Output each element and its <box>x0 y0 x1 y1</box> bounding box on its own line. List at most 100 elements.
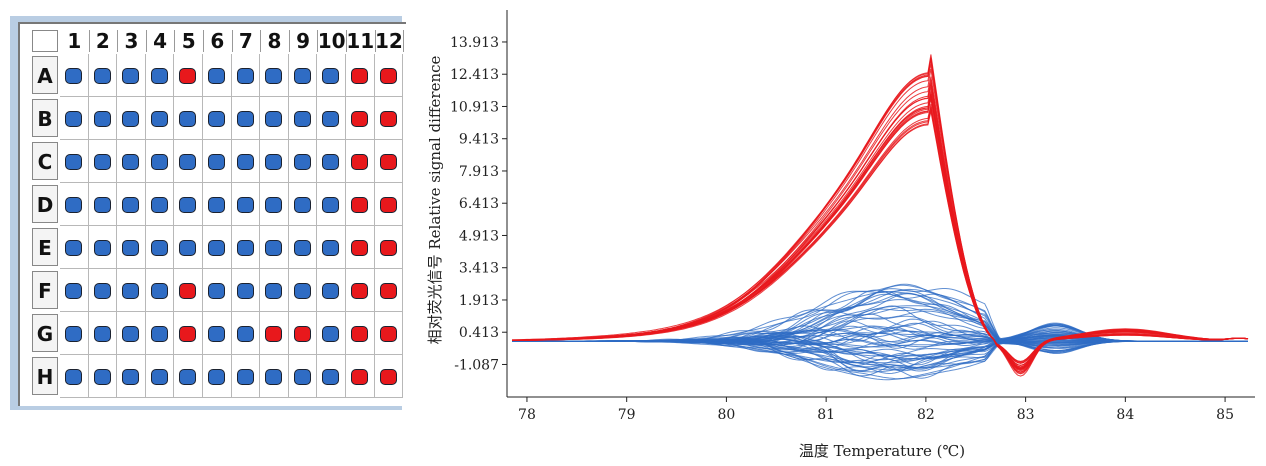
plate-well[interactable] <box>88 312 118 355</box>
plate-well[interactable] <box>145 269 175 312</box>
plate-well[interactable] <box>260 183 289 226</box>
plate-well[interactable] <box>88 183 118 226</box>
plate-well[interactable] <box>374 269 404 312</box>
plate-well[interactable] <box>145 355 175 398</box>
plate-well[interactable] <box>231 54 261 97</box>
plate-well[interactable] <box>260 269 289 312</box>
plate-well[interactable] <box>60 54 89 97</box>
plate-well[interactable] <box>88 97 118 140</box>
plate-well[interactable] <box>317 355 346 398</box>
plate-well[interactable] <box>346 269 375 312</box>
plate-well[interactable] <box>260 140 289 183</box>
plate-well[interactable] <box>117 140 146 183</box>
plate-well[interactable] <box>288 269 318 312</box>
melt-curve-line <box>512 291 1248 342</box>
plate-well[interactable] <box>145 312 175 355</box>
plate-well[interactable] <box>231 183 261 226</box>
plate-well[interactable] <box>374 97 404 140</box>
plate-well[interactable] <box>317 54 346 97</box>
plate-well[interactable] <box>203 140 232 183</box>
plate-well[interactable] <box>260 97 289 140</box>
plate-well[interactable] <box>145 97 175 140</box>
plate-well[interactable] <box>117 355 146 398</box>
plate-well[interactable] <box>346 140 375 183</box>
plate-well[interactable] <box>374 140 404 183</box>
plate-well[interactable] <box>317 269 346 312</box>
plate-well[interactable] <box>117 269 146 312</box>
plate-well[interactable] <box>203 355 232 398</box>
plate-well[interactable] <box>174 183 203 226</box>
plate-well[interactable] <box>203 54 232 97</box>
plate-well[interactable] <box>203 97 232 140</box>
plate-well[interactable] <box>174 355 203 398</box>
plate-well[interactable] <box>288 140 318 183</box>
plate-well[interactable] <box>317 183 346 226</box>
plate-well[interactable] <box>60 97 89 140</box>
plate-well[interactable] <box>346 226 375 269</box>
plate-well[interactable] <box>203 312 232 355</box>
plate-well[interactable] <box>60 183 89 226</box>
plate-well[interactable] <box>317 97 346 140</box>
plate-well[interactable] <box>145 183 175 226</box>
plate-well[interactable] <box>231 140 261 183</box>
well-status-dot <box>236 282 254 299</box>
plate-well[interactable] <box>231 97 261 140</box>
plate-well[interactable] <box>346 97 375 140</box>
plate-well[interactable] <box>60 140 89 183</box>
plate-well[interactable] <box>317 226 346 269</box>
plate-well[interactable] <box>174 54 203 97</box>
plate-well[interactable] <box>288 183 318 226</box>
well-plate-grid: 1 2 3 4 5 6 7 8 9 10 11 12 A B C D E F G H <box>18 22 406 406</box>
plate-well[interactable] <box>174 140 203 183</box>
plate-well[interactable] <box>231 355 261 398</box>
plate-well[interactable] <box>174 312 203 355</box>
plate-well[interactable] <box>60 226 89 269</box>
plate-well[interactable] <box>346 312 375 355</box>
plate-well[interactable] <box>88 269 118 312</box>
plate-well[interactable] <box>374 355 404 398</box>
plate-well[interactable] <box>374 183 404 226</box>
plate-well[interactable] <box>231 226 261 269</box>
plate-well[interactable] <box>203 226 232 269</box>
well-status-dot <box>293 282 311 299</box>
plate-well[interactable] <box>145 140 175 183</box>
plate-well[interactable] <box>145 226 175 269</box>
plate-well[interactable] <box>317 312 346 355</box>
plate-well[interactable] <box>374 54 404 97</box>
plate-well[interactable] <box>288 97 318 140</box>
plate-well[interactable] <box>317 140 346 183</box>
plate-well[interactable] <box>374 226 404 269</box>
plate-well[interactable] <box>346 355 375 398</box>
plate-well[interactable] <box>346 54 375 97</box>
plate-well[interactable] <box>145 54 175 97</box>
plate-well[interactable] <box>288 226 318 269</box>
plate-well[interactable] <box>60 312 89 355</box>
plate-well[interactable] <box>117 97 146 140</box>
plate-well[interactable] <box>60 355 89 398</box>
plate-well[interactable] <box>174 97 203 140</box>
plate-well[interactable] <box>231 269 261 312</box>
plate-well[interactable] <box>60 269 89 312</box>
plate-well[interactable] <box>117 54 146 97</box>
plate-well[interactable] <box>174 269 203 312</box>
plate-well[interactable] <box>117 312 146 355</box>
plate-well[interactable] <box>88 54 118 97</box>
plate-well[interactable] <box>346 183 375 226</box>
plate-well[interactable] <box>203 269 232 312</box>
plate-well[interactable] <box>117 183 146 226</box>
plate-well[interactable] <box>260 312 289 355</box>
plate-well[interactable] <box>88 226 118 269</box>
plate-well[interactable] <box>374 312 404 355</box>
plate-well[interactable] <box>174 226 203 269</box>
plate-well[interactable] <box>288 54 318 97</box>
plate-well[interactable] <box>117 226 146 269</box>
plate-well[interactable] <box>288 355 318 398</box>
plate-well[interactable] <box>260 355 289 398</box>
plate-well[interactable] <box>88 355 118 398</box>
plate-well[interactable] <box>260 226 289 269</box>
plate-well[interactable] <box>203 183 232 226</box>
plate-well[interactable] <box>288 312 318 355</box>
plate-well[interactable] <box>231 312 261 355</box>
plate-well[interactable] <box>260 54 289 97</box>
plate-well[interactable] <box>88 140 118 183</box>
